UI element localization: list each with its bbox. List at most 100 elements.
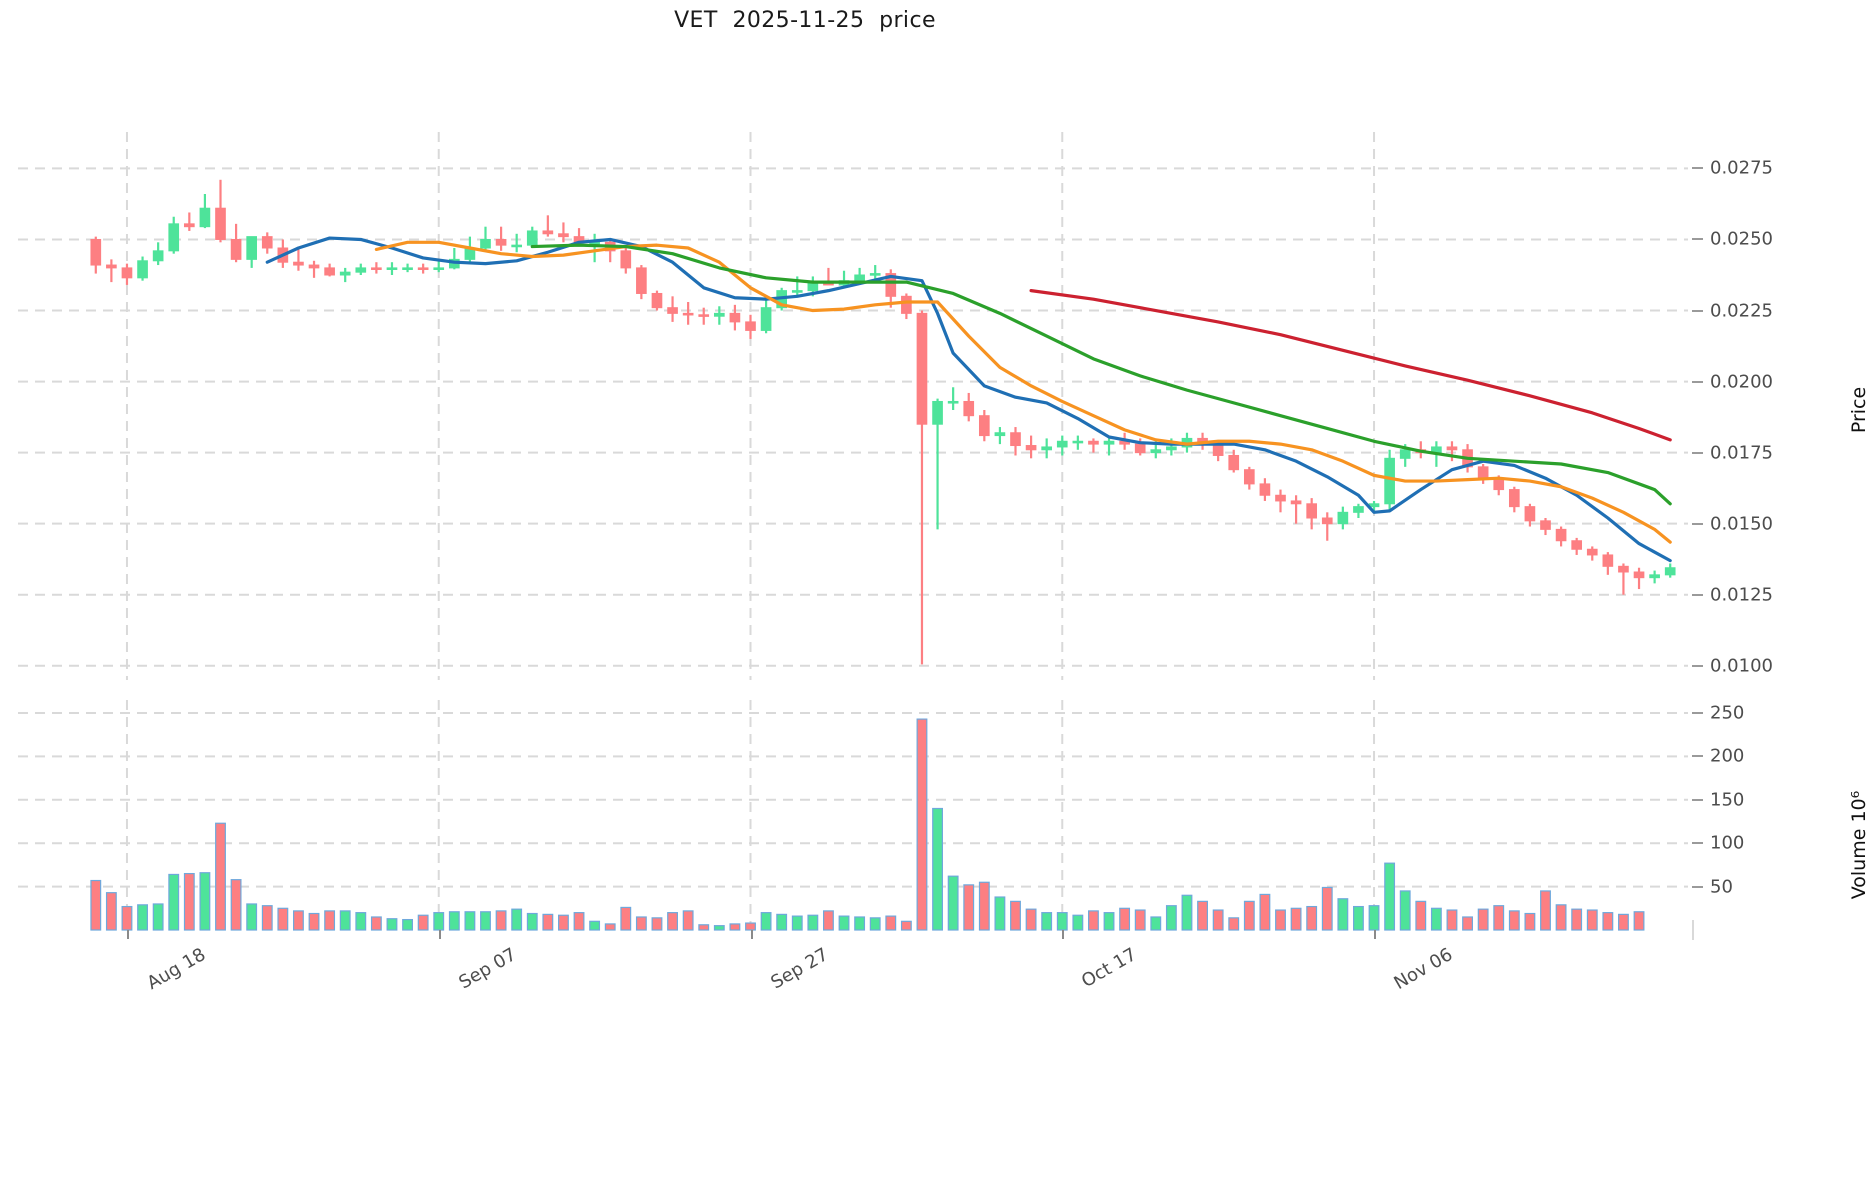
volume-tick-label: 100 — [1710, 832, 1745, 854]
tick-mark — [1692, 664, 1703, 667]
volume-bar — [745, 922, 756, 931]
candle-body — [1212, 443, 1224, 456]
candle-body — [308, 264, 320, 269]
volume-bar — [729, 923, 741, 931]
candle-body — [1540, 520, 1551, 530]
price-tick-label: 0.0275 — [1710, 157, 1773, 179]
candle-body — [1586, 548, 1598, 556]
x-tick-mark — [1062, 930, 1065, 939]
candle-body — [106, 264, 117, 269]
candle-body — [1321, 517, 1333, 525]
candle-body — [1072, 440, 1084, 444]
volume-bar — [1150, 916, 1162, 931]
candle-body — [1243, 469, 1255, 485]
volume-bar — [277, 907, 289, 931]
ma-line — [374, 240, 1672, 544]
volume-bar — [932, 807, 943, 931]
price-tick-label: 0.0225 — [1710, 300, 1773, 322]
volume-bar — [293, 910, 304, 931]
volume-bar — [1477, 908, 1489, 931]
candle-body — [480, 238, 491, 249]
candle-body — [495, 238, 507, 246]
volume-bar — [1228, 917, 1240, 931]
volume-bar — [1212, 909, 1224, 931]
candle-body — [869, 273, 881, 276]
volume-panel — [18, 700, 1688, 931]
volume-bar — [916, 718, 928, 931]
candle-body — [417, 267, 429, 270]
volume-bar — [183, 872, 195, 931]
candle-body — [183, 223, 195, 228]
volume-bar — [152, 903, 164, 931]
candle-body — [433, 267, 445, 270]
volume-bar — [542, 913, 554, 931]
volume-bar — [324, 910, 336, 931]
candle-body — [978, 415, 990, 437]
candle-body — [1399, 449, 1411, 459]
candle-body — [339, 271, 351, 276]
tick-mark — [1692, 380, 1703, 383]
volume-bar — [1337, 898, 1349, 931]
volume-bar — [776, 913, 788, 931]
volume-bar — [448, 911, 460, 931]
volume-bar — [199, 872, 211, 931]
volume-bar — [838, 915, 850, 931]
candle-body — [542, 230, 554, 235]
volume-bar — [1243, 900, 1255, 931]
volume-bar — [807, 914, 819, 931]
volume-bar — [308, 912, 320, 931]
volume-bar — [464, 911, 476, 931]
volume-bar — [1446, 909, 1458, 931]
candle-body — [1446, 446, 1458, 451]
volume-bar — [994, 896, 1006, 931]
candle-body — [963, 400, 975, 417]
volume-bar — [370, 916, 382, 931]
volume-bar — [1415, 900, 1427, 931]
x-tick-mark — [1374, 930, 1377, 939]
candle-body — [1633, 571, 1645, 579]
candle-body — [526, 230, 538, 246]
candle-body — [745, 321, 756, 331]
candle-body — [246, 236, 258, 260]
tick-mark — [1692, 712, 1703, 715]
volume-bar — [760, 912, 772, 931]
volume-tick-label: 250 — [1710, 702, 1745, 724]
volume-bar — [1540, 890, 1551, 931]
x-tick-label: Nov 06 — [1390, 944, 1457, 995]
volume-bar — [1508, 910, 1520, 931]
candle-body — [698, 314, 710, 317]
candle-body — [1618, 565, 1629, 573]
candle-body — [1103, 440, 1115, 445]
volume-bar — [1041, 912, 1053, 931]
volume-bar — [511, 908, 523, 931]
candle-body — [1477, 466, 1489, 479]
volume-bar — [1088, 910, 1099, 931]
candle-body — [215, 207, 226, 240]
candle-body — [1134, 443, 1146, 454]
candle-body — [1056, 440, 1068, 448]
volume-bar — [1384, 862, 1396, 931]
candle-body — [1649, 574, 1660, 579]
candle-body — [1602, 554, 1614, 567]
candle-body — [1368, 503, 1380, 508]
volume-bar — [978, 881, 990, 931]
candle-body — [261, 236, 273, 249]
candle-body — [636, 267, 647, 294]
volume-bar — [1555, 904, 1567, 931]
volume-bar — [1025, 908, 1037, 931]
volume-bar — [1275, 909, 1286, 931]
x-tick-mark — [126, 930, 129, 939]
candle-body — [947, 400, 959, 404]
volume-bar — [854, 916, 866, 931]
price-tick-label: 0.0125 — [1710, 584, 1773, 606]
tick-mark — [1692, 885, 1703, 888]
volume-bar — [230, 879, 242, 931]
volume-bar — [651, 917, 663, 931]
tick-mark — [1692, 522, 1703, 525]
candle-body — [199, 207, 211, 228]
candle-body — [371, 267, 382, 270]
volume-bar — [1353, 905, 1364, 931]
volume-bar — [1321, 886, 1333, 931]
volume-bar — [558, 914, 569, 931]
candle-body — [1508, 489, 1520, 508]
